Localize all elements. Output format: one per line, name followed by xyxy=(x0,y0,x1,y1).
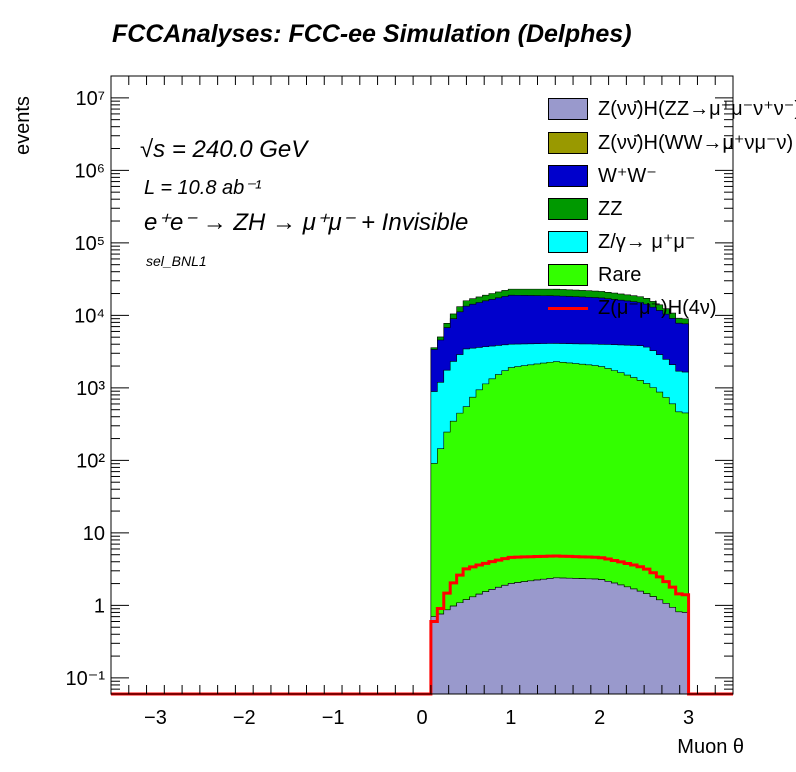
plot-frame xyxy=(110,75,734,695)
legend-entry-wwh: Z(νν̄)H(WW→μ⁺νμ⁻ν) xyxy=(548,130,796,156)
legend-entry-zgamma: Z/γ→ μ⁺μ⁻ xyxy=(548,229,796,255)
y-tick-label: 10⁶ xyxy=(75,160,105,182)
legend-entry-signal: Z(μ⁻μ⁺)H(4ν) xyxy=(548,295,796,321)
legend-swatch xyxy=(548,132,588,154)
y-axis-ticks: 10⁻¹ 1 10 10² 10³ 10⁴ 10⁵ 10⁶ 10⁷ xyxy=(66,75,733,695)
legend-entry-zzh: Z(νν̄)H(ZZ→μ⁺μ⁻ν⁺ν⁻) xyxy=(548,96,796,122)
y-tick-label: 1 xyxy=(94,595,105,617)
x-tick-label: 2 xyxy=(594,707,605,729)
legend-line-swatch xyxy=(548,307,588,310)
y-tick-label: 10³ xyxy=(76,378,105,400)
legend: Z(νν̄)H(ZZ→μ⁺μ⁻ν⁺ν⁻) Z(νν̄)H(WW→μ⁺νμ⁻ν) … xyxy=(540,92,796,324)
lumi-annotation: L = 10.8 ab⁻¹ xyxy=(144,177,262,199)
x-tick-label: −1 xyxy=(322,707,345,729)
legend-entry-zz: ZZ xyxy=(548,196,796,222)
y-tick-label: 10⁷ xyxy=(76,88,105,110)
legend-label: ZZ xyxy=(598,198,623,220)
legend-swatch xyxy=(548,98,588,120)
x-tick-label: 0 xyxy=(416,707,427,729)
legend-swatch xyxy=(548,198,588,220)
chart-title: FCCAnalyses: FCC-ee Simulation (Delphes) xyxy=(112,20,632,48)
x-axis-label: Muon θ xyxy=(677,736,744,758)
selection-annotation: sel_BNL1 xyxy=(146,253,207,269)
process-annotation: e⁺e⁻ → ZH → μ⁺μ⁻ + Invisible xyxy=(144,209,469,236)
y-tick-label: 10⁻¹ xyxy=(66,668,106,690)
legend-entry-rare: Rare xyxy=(548,262,796,288)
legend-swatch xyxy=(548,165,588,187)
histogram-stack xyxy=(430,288,689,695)
histogram-series-0 xyxy=(430,577,689,695)
y-tick-label: 10⁵ xyxy=(74,233,105,255)
x-tick-label: 1 xyxy=(505,707,516,729)
energy-annotation: √s = 240.0 GeV xyxy=(140,136,308,163)
x-tick-label: −3 xyxy=(144,707,167,729)
x-tick-label: −2 xyxy=(233,707,256,729)
legend-label: Rare xyxy=(598,264,642,286)
legend-label: Z(μ⁻μ⁺)H(4ν) xyxy=(598,297,717,319)
signal-overlay xyxy=(111,554,733,696)
legend-label: W⁺W⁻ xyxy=(598,165,657,187)
x-axis-ticks: −3 −2 −1 0 1 2 3 xyxy=(110,76,734,729)
y-axis-label: events xyxy=(12,96,34,155)
y-tick-label: 10 xyxy=(83,523,105,545)
y-tick-label: 10⁴ xyxy=(74,305,105,327)
signal-line xyxy=(111,554,733,696)
legend-label: Z/γ→ μ⁺μ⁻ xyxy=(598,231,696,253)
legend-swatch xyxy=(548,231,588,253)
legend-label: Z(νν̄)H(ZZ→μ⁺μ⁻ν⁺ν⁻) xyxy=(598,98,796,120)
legend-label: Z(νν̄)H(WW→μ⁺νμ⁻ν) xyxy=(598,132,794,154)
y-tick-label: 10² xyxy=(76,450,105,472)
x-tick-label: 3 xyxy=(683,707,694,729)
legend-entry-ww: W⁺W⁻ xyxy=(548,163,796,189)
legend-swatch xyxy=(548,264,588,286)
